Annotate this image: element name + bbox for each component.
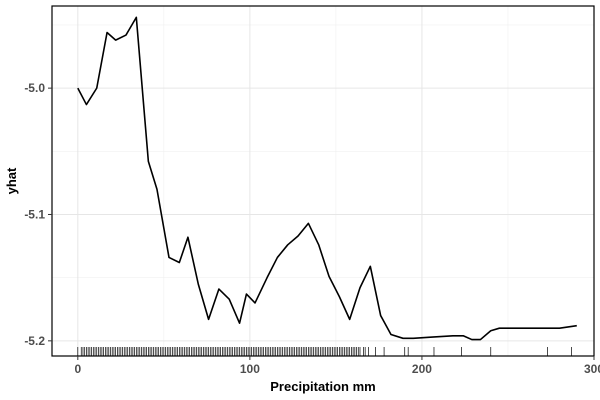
y-tick-label: -5.2 [24, 334, 45, 348]
x-axis: 0 100 200 300 [74, 356, 600, 376]
y-tick-label: -5.0 [24, 81, 45, 95]
y-axis-title: yhat [4, 167, 19, 194]
x-tick-label: 200 [412, 362, 432, 376]
x-axis-title: Precipitation mm [270, 379, 375, 394]
x-tick-label: 100 [240, 362, 260, 376]
series-layer [77, 16, 577, 341]
grid-minor [52, 6, 594, 356]
x-tick-label: 0 [74, 362, 81, 376]
rug-marks [77, 347, 572, 356]
y-tick-label: -5.1 [24, 207, 45, 221]
x-tick-label: 300 [584, 362, 600, 376]
plot-panel [52, 6, 594, 356]
panel-border [51, 5, 595, 357]
series-line [77, 16, 577, 341]
y-axis: -5.2 -5.1 -5.0 [24, 81, 52, 348]
